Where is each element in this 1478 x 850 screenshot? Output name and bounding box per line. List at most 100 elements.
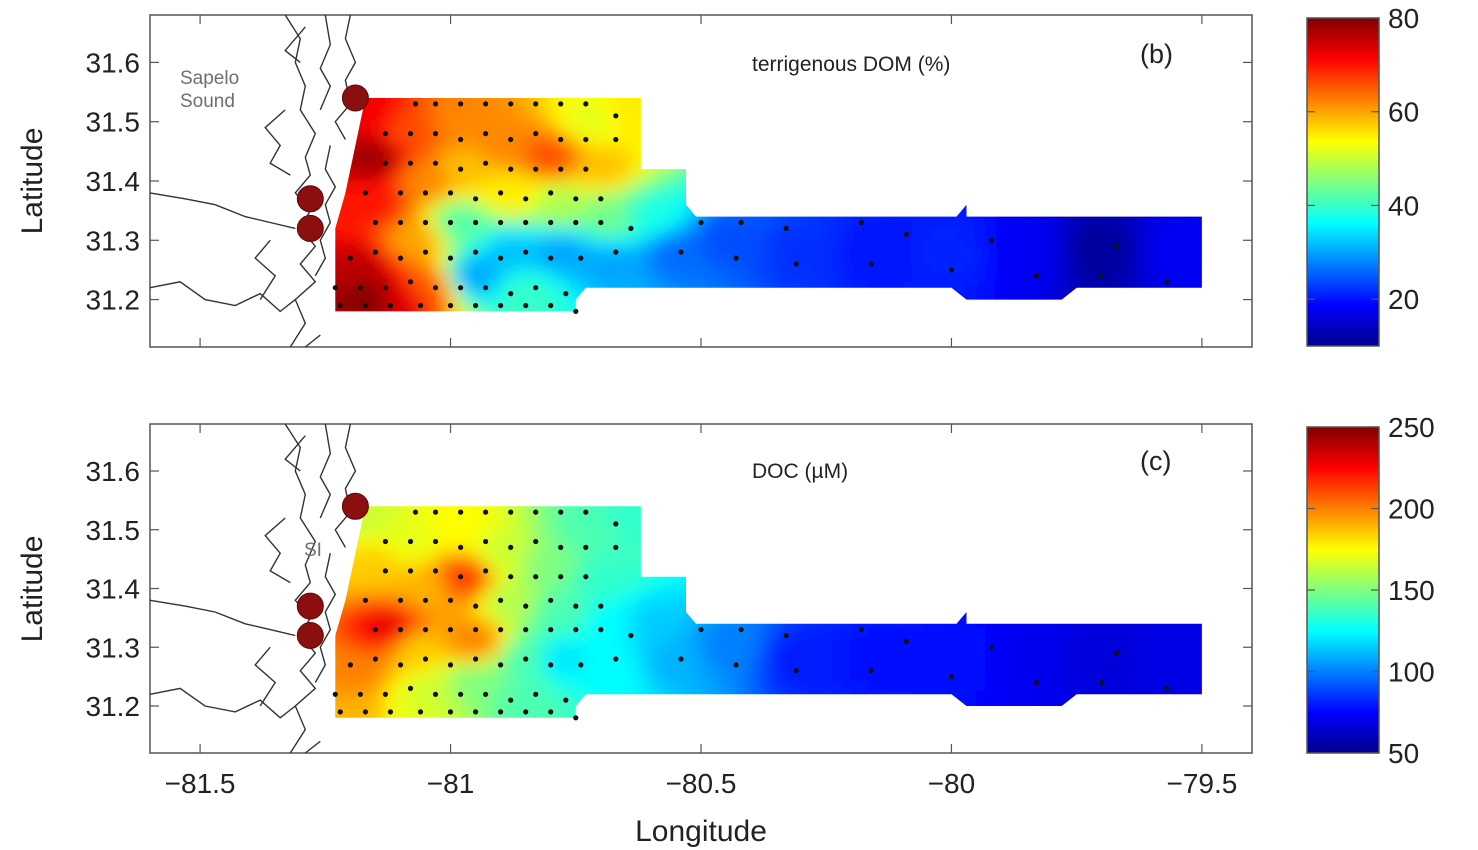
- station-dot: [458, 509, 464, 515]
- station-dot: [678, 656, 684, 662]
- colorbar-tick-label: 100: [1388, 657, 1435, 688]
- coastline-segment: [149, 281, 296, 313]
- station-dot: [432, 509, 439, 515]
- y-tick-label: 31.2: [86, 691, 141, 722]
- station-dot: [558, 544, 564, 551]
- station-dot: [613, 656, 619, 662]
- station-dot: [498, 627, 504, 633]
- x-tick-label: −80.5: [666, 768, 737, 799]
- station-dot: [483, 538, 489, 545]
- station-dot: [523, 603, 529, 609]
- coastline-segment: [284, 423, 317, 754]
- station-dot: [407, 568, 414, 574]
- river-site-marker: [341, 84, 369, 112]
- station-dot: [628, 225, 634, 231]
- station-dot: [1164, 685, 1170, 692]
- station-dot: [483, 691, 489, 697]
- station-dot: [738, 627, 744, 633]
- station-dot: [473, 219, 479, 226]
- station-dot: [357, 691, 363, 697]
- station-dot: [397, 219, 404, 226]
- colorbar-tick-label: 250: [1388, 412, 1435, 443]
- coastline-segment: [304, 740, 321, 754]
- place-label-si: SI: [304, 540, 322, 561]
- station-dot: [508, 697, 514, 703]
- station-dot: [573, 627, 579, 633]
- station-dot: [447, 302, 454, 309]
- y-tick-label: 31.4: [86, 574, 141, 605]
- station-dot: [523, 709, 529, 715]
- coastline-segment: [319, 423, 332, 519]
- station-dot: [613, 544, 619, 551]
- station-dot: [422, 190, 429, 196]
- station-dot: [473, 302, 479, 309]
- station-dot: [458, 691, 464, 697]
- station-dot: [783, 225, 789, 231]
- coastline-segment: [319, 14, 332, 111]
- station-dot: [382, 285, 388, 291]
- station-dot: [868, 668, 874, 674]
- station-dot: [458, 136, 464, 143]
- y-ticks-b: 31.2 31.3 31.4 31.5 31.6: [86, 47, 1252, 316]
- coastline-segment: [284, 14, 317, 348]
- station-dot: [432, 101, 439, 107]
- panel-label-b: (b): [1140, 39, 1173, 69]
- station-dot: [447, 190, 454, 196]
- colorbar-tick-label: 60: [1388, 97, 1419, 128]
- station-dot: [783, 632, 789, 639]
- station-dot: [337, 302, 343, 309]
- station-dot: [1164, 279, 1170, 285]
- station-dot: [558, 136, 564, 143]
- station-dot: [432, 160, 439, 166]
- station-dot: [332, 285, 338, 291]
- station-dot: [397, 662, 404, 668]
- coastline-c: [149, 423, 357, 754]
- station-dot: [347, 255, 353, 261]
- station-dot: [432, 131, 439, 137]
- station-dot: [548, 662, 554, 668]
- station-dot: [533, 691, 539, 697]
- station-dot: [447, 662, 454, 668]
- station-dot: [357, 285, 363, 291]
- station-dot: [1034, 273, 1040, 279]
- station-dot: [573, 715, 579, 721]
- colorbar-tick-label: 150: [1388, 575, 1435, 606]
- station-dot: [397, 597, 404, 603]
- station-dot: [483, 131, 489, 137]
- station-dot: [407, 160, 414, 166]
- station-dot: [533, 538, 539, 545]
- station-dot: [397, 190, 404, 196]
- x-tick-label: −79.5: [1166, 768, 1237, 799]
- station-dot: [412, 101, 419, 107]
- station-dot: [407, 131, 414, 137]
- colorbar-b: [1306, 17, 1380, 347]
- station-dot: [508, 574, 514, 580]
- station-dot: [447, 597, 454, 603]
- station-dot: [483, 509, 489, 515]
- station-dot: [523, 627, 529, 633]
- station-dot: [1114, 650, 1120, 656]
- station-dot: [508, 166, 514, 172]
- station-dot: [578, 255, 584, 261]
- station-dot: [558, 166, 564, 172]
- coastline-segment: [284, 26, 306, 63]
- river-site-marker: [296, 622, 324, 649]
- station-dot: [793, 261, 799, 267]
- station-dot: [458, 101, 464, 107]
- station-dot: [948, 674, 955, 680]
- y-tick-label: 31.3: [86, 632, 141, 663]
- place-label-sapelo: Sapelo: [180, 68, 239, 89]
- station-dot: [432, 691, 439, 697]
- y-tick-label: 31.6: [86, 47, 141, 78]
- y-tick-label: 31.4: [86, 166, 141, 197]
- station-dot: [422, 219, 429, 226]
- station-dot: [473, 627, 479, 633]
- station-dot: [362, 709, 368, 715]
- colorbar-tick-label: 40: [1388, 190, 1419, 221]
- station-dot: [473, 656, 479, 662]
- coastline-segment: [254, 239, 277, 300]
- station-dot: [332, 691, 338, 697]
- ylabel-b: Latitude: [16, 128, 49, 235]
- station-dot: [508, 291, 514, 297]
- station-dot: [483, 160, 489, 166]
